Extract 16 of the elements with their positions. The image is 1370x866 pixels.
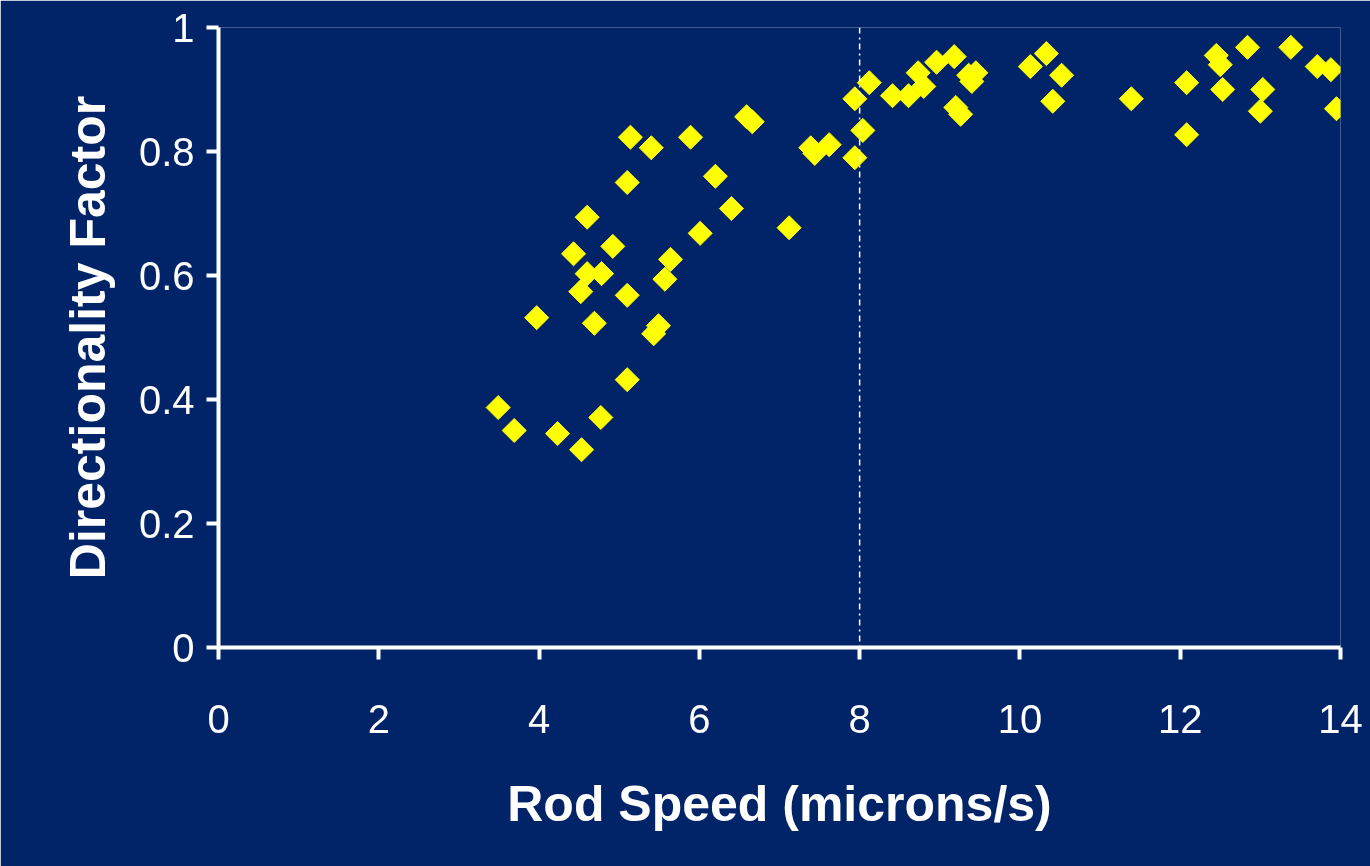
x-axis-title: Rod Speed (microns/s)	[507, 775, 1052, 832]
y-tick-label: 0.6	[138, 253, 195, 298]
y-tick-label: 1	[172, 5, 195, 50]
y-tick-label: 0	[172, 625, 195, 670]
y-tick-label: 0.8	[138, 129, 195, 174]
x-tick-label: 2	[367, 696, 390, 741]
x-tick-label: 12	[1157, 696, 1203, 741]
x-tick-label: 6	[688, 696, 711, 741]
x-tick-label: 14	[1318, 696, 1363, 741]
x-tick-label: 8	[848, 696, 871, 741]
y-tick-label: 0.4	[138, 377, 195, 422]
y-tick-label: 0.2	[138, 501, 195, 546]
y-axis-title: Directionality Factor	[59, 95, 116, 580]
x-tick-label: 4	[527, 696, 551, 741]
x-tick-label: 0	[207, 696, 230, 741]
x-tick-label: 10	[997, 696, 1043, 741]
